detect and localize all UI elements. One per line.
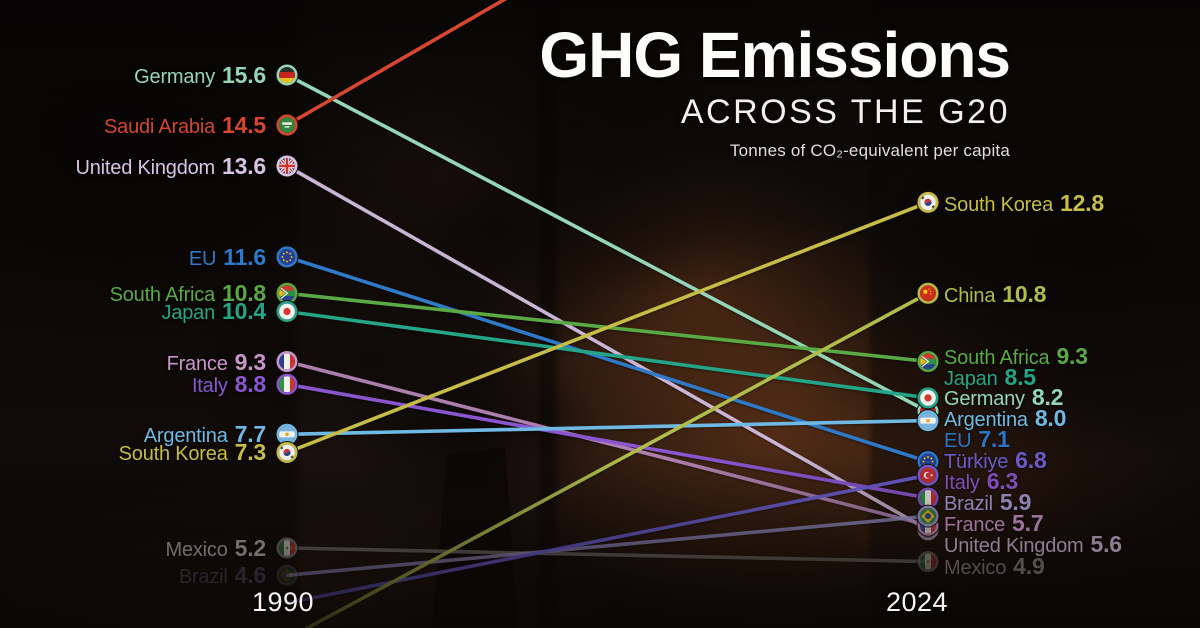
x-axis-label-2024: 2024: [885, 587, 949, 617]
country-name: Mexico: [944, 557, 1007, 579]
label-1990-germany: Germany 15.6: [0, 61, 266, 89]
title-block: GHG Emissions ACROSS THE G20 Tonnes of C…: [400, 19, 1011, 161]
emissions-value: 5.6: [1090, 531, 1123, 557]
emissions-value: 8.8: [234, 371, 267, 398]
chart-title: GHG Emissions: [539, 19, 1011, 91]
country-name: Italy: [191, 375, 228, 398]
country-name: Türkiye: [944, 451, 1009, 473]
emissions-value: 4.9: [1013, 553, 1045, 579]
label-2024-south-korea: South Korea 12.8: [944, 189, 1104, 217]
country-name: France: [944, 514, 1006, 536]
emissions-value: 8.5: [1004, 364, 1037, 390]
emissions-value: 9.3: [1056, 343, 1088, 369]
label-2024-china: China 10.8: [944, 280, 1046, 308]
country-name: Japan: [161, 302, 216, 325]
emissions-value: 14.5: [222, 112, 266, 139]
emissions-value: 10.4: [222, 298, 266, 325]
country-name: Brazil: [178, 566, 228, 589]
label-2024-argentina: Argentina 8.0: [944, 404, 1066, 432]
emissions-value: 8.0: [1034, 405, 1067, 431]
label-1990-eu: EU 11.6: [0, 243, 266, 271]
x-axis-label-1990: 1990: [251, 587, 315, 617]
country-name: EU: [188, 247, 217, 270]
emissions-value: 11.6: [223, 243, 266, 270]
label-1990-japan: Japan 10.4: [0, 297, 267, 325]
emissions-value: 7.3: [234, 439, 267, 466]
emissions-value: 12.8: [1060, 190, 1104, 216]
chart-subtitle: ACROSS THE G20: [680, 93, 1010, 132]
country-name: Saudi Arabia: [104, 116, 216, 139]
label-1990-italy: Italy 8.8: [0, 370, 266, 398]
emissions-value: 6.8: [1015, 447, 1047, 473]
country-name: Japan: [944, 368, 998, 390]
emissions-value: 5.9: [999, 489, 1032, 515]
label-2024-mexico: Mexico 4.9: [944, 552, 1045, 580]
emissions-value: 15.6: [222, 62, 266, 88]
emissions-value: 10.8: [1002, 281, 1047, 307]
emissions-value: 5.2: [234, 534, 267, 561]
label-1990-saudi-arabia: Saudi Arabia 14.5: [0, 111, 266, 139]
country-name: Mexico: [165, 538, 228, 561]
country-name: South Korea: [118, 443, 228, 466]
country-name: Argentina: [944, 409, 1028, 431]
label-2024-brazil: Brazil 5.9: [944, 488, 1031, 516]
country-name: Brazil: [944, 493, 993, 515]
label-1990-brazil: Brazil 4.6: [0, 561, 266, 589]
label-2024-japan: Japan 8.5: [944, 363, 1036, 391]
emissions-value: 13.6: [222, 152, 266, 179]
country-name: South Korea: [944, 194, 1053, 216]
country-name: China: [944, 285, 996, 307]
country-name: United Kingdom: [75, 156, 216, 179]
label-1990-mexico: Mexico 5.2: [0, 534, 266, 562]
label-2024-turkiye: Türkiye 6.8: [944, 446, 1047, 474]
label-1990-south-korea: South Korea 7.3: [0, 438, 267, 466]
country-name: Germany: [134, 66, 216, 88]
emissions-value: 4.6: [234, 562, 267, 589]
label-1990-united-kingdom: United Kingdom 13.6: [0, 152, 267, 180]
chart-unit-caption: Tonnes of CO₂-equivalent per capita: [729, 141, 1010, 161]
